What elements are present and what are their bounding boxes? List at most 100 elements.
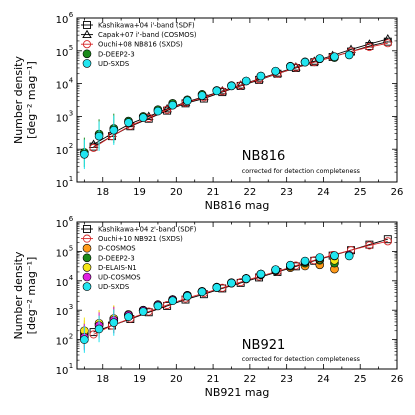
p1-data-point bbox=[109, 318, 119, 327]
p1-x-tick-label: 24 bbox=[317, 374, 330, 385]
p1-legend-label: UD-SXDS bbox=[98, 283, 129, 291]
p1-data-point bbox=[344, 251, 354, 261]
p0-legend-marker bbox=[83, 21, 91, 29]
p1-data-point bbox=[330, 251, 339, 260]
p0-data-point bbox=[109, 125, 119, 135]
p1-legend-label: D-DEEP2-3 bbox=[98, 254, 135, 262]
p1-x-tick-label: 26 bbox=[391, 374, 404, 385]
p0-y-tick-label: 10 bbox=[56, 179, 69, 190]
p0-x-tick-label: 24 bbox=[317, 187, 330, 198]
p1-data-point bbox=[168, 296, 177, 306]
p0-data-point bbox=[271, 66, 280, 76]
p1-data-point bbox=[212, 283, 222, 292]
p1-x-axis-label: NB921 mag bbox=[205, 386, 270, 399]
p0-legend-label: Capak+07 i'-band (COSMOS) bbox=[98, 31, 197, 39]
p0-legend-marker bbox=[82, 40, 92, 49]
p0-legend-label: Ouchi+08 NB816 (SXDS) bbox=[98, 41, 183, 49]
p0-x-tick-label: 20 bbox=[170, 187, 183, 198]
p0-legend-label: UD-SXDS bbox=[98, 60, 129, 68]
p0-y-tick-exponent: 2 bbox=[69, 142, 73, 150]
p1-data-point bbox=[138, 307, 148, 316]
p0-legend: Kashikawa+04 i'-band (SDF)Capak+07 i'-ba… bbox=[81, 21, 197, 68]
p0-data-point bbox=[300, 57, 310, 67]
p0-legend-label: Kashikawa+04 i'-band (SDF) bbox=[98, 22, 195, 30]
p0-data-point bbox=[344, 50, 354, 60]
p0-y-tick-exponent: 6 bbox=[69, 11, 74, 19]
p0-y-tick-label: 10 bbox=[56, 81, 69, 92]
p0-legend-marker bbox=[82, 29, 92, 39]
p1-y-tick-exponent: 3 bbox=[69, 303, 73, 311]
p0-data-point bbox=[383, 39, 392, 48]
p1-plot-area bbox=[80, 235, 392, 353]
p1-legend-marker bbox=[82, 243, 92, 253]
p1-series-ud-sxds bbox=[80, 251, 354, 353]
p0-legend-label: D-DEEP2-3 bbox=[98, 50, 135, 58]
p1-data-point bbox=[153, 301, 163, 311]
p0-data-point bbox=[241, 76, 251, 86]
p0-x-tick-label: 19 bbox=[133, 187, 146, 198]
p0-y-tick-exponent: 4 bbox=[69, 77, 74, 85]
p0-data-point bbox=[163, 105, 172, 114]
p1-filter-annotation: NB921 bbox=[242, 338, 285, 353]
p1-legend: Kashikawa+04 z'-band (SDF)Ouchi+10 NB921… bbox=[81, 225, 197, 291]
p0-data-point bbox=[227, 81, 236, 91]
p0-y-tick-label: 10 bbox=[56, 48, 69, 59]
p0-data-point bbox=[212, 86, 222, 96]
p1-legend-label: Ouchi+10 NB921 (SXDS) bbox=[98, 235, 183, 243]
p1-y-tick-label: 10 bbox=[56, 278, 69, 289]
p1-legend-label: Kashikawa+04 z'-band (SDF) bbox=[98, 226, 197, 234]
p1-data-point bbox=[300, 256, 310, 266]
p0-y-tick-exponent: 5 bbox=[69, 44, 73, 52]
p1-y-tick-label: 10 bbox=[56, 219, 69, 230]
p0-x-axis-label: NB816 mag bbox=[205, 199, 270, 212]
p0-y-tick-exponent: 3 bbox=[69, 109, 73, 117]
p0-data-point bbox=[256, 71, 266, 81]
p1-plot-frame bbox=[76, 221, 398, 370]
p0-data-point bbox=[330, 52, 339, 62]
p0-y-axis-label-line2: [deg⁻² mag⁻¹] bbox=[25, 61, 38, 139]
p0-series-ud-sxds bbox=[80, 50, 354, 170]
p1-y-axis-label-line1: Number density bbox=[12, 251, 25, 340]
p1-x-tick-label: 21 bbox=[207, 374, 220, 385]
p1-data-point bbox=[256, 269, 266, 279]
p1-legend-marker bbox=[82, 234, 92, 243]
p0-y-tick-label: 10 bbox=[56, 15, 69, 26]
p1-y-tick-label: 10 bbox=[56, 248, 69, 259]
p1-data-point bbox=[286, 260, 295, 270]
p0-data-point bbox=[124, 118, 133, 127]
p0-y-tick-exponent: 1 bbox=[69, 175, 73, 183]
p0-y-axis-label-line1: Number density bbox=[12, 56, 25, 145]
p0-data-point bbox=[80, 149, 89, 159]
p0-data-point bbox=[286, 62, 295, 71]
p1-data-point bbox=[94, 324, 104, 334]
p0-data-point bbox=[315, 54, 325, 63]
p0-y-tick-label: 10 bbox=[56, 113, 69, 124]
p1-legend-marker bbox=[82, 272, 92, 282]
p1-data-point bbox=[383, 237, 392, 246]
p0-data-point bbox=[138, 113, 148, 122]
p0-x-tick-label: 25 bbox=[354, 187, 367, 198]
p1-x-tick-label: 18 bbox=[96, 374, 109, 385]
p1-data-point bbox=[80, 335, 89, 344]
p1-y-tick-exponent: 5 bbox=[69, 244, 73, 252]
p1-x-tick-label: 22 bbox=[244, 374, 257, 385]
p0-y-tick-label: 10 bbox=[56, 146, 69, 157]
p1-legend-marker bbox=[82, 282, 92, 291]
p0-data-point bbox=[183, 96, 192, 106]
p1-data-point bbox=[383, 235, 392, 244]
p1-y-tick-exponent: 2 bbox=[69, 333, 73, 341]
p1-series-line-ouchi-10-nb921-sxds bbox=[93, 240, 388, 335]
p1-legend-label: D-ELAIS-N1 bbox=[98, 264, 137, 272]
p1-x-tick-label: 20 bbox=[170, 374, 183, 385]
p1-data-point bbox=[183, 291, 192, 301]
p1-legend-label: D-COSMOS bbox=[98, 245, 136, 253]
p0-series-line-capak-07-i-band-cosmos bbox=[93, 38, 388, 145]
p1-x-tick-label: 25 bbox=[354, 374, 367, 385]
p0-x-tick-label: 26 bbox=[391, 187, 404, 198]
p1-data-point bbox=[124, 312, 133, 322]
p1-data-point bbox=[365, 241, 374, 250]
p0-data-point bbox=[383, 34, 393, 43]
p1-legend-marker bbox=[82, 253, 92, 263]
